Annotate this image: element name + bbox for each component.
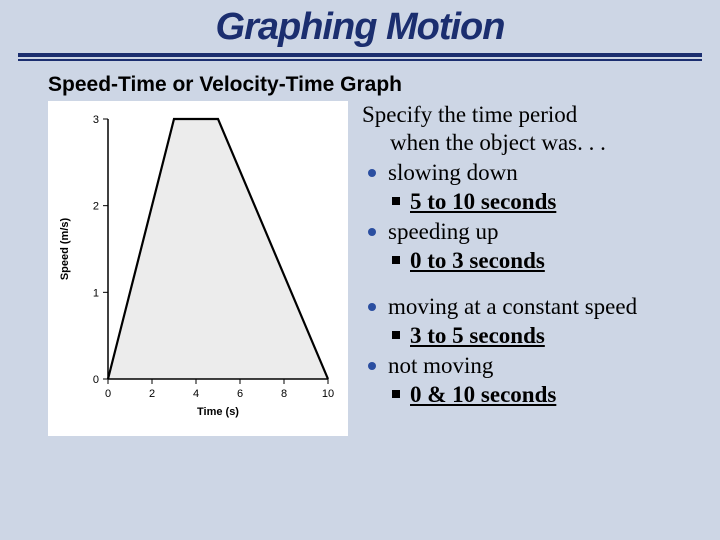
bullet-label: moving at a constant speed	[388, 294, 637, 319]
svg-text:0: 0	[105, 388, 111, 400]
answer-item: 3 to 5 seconds	[388, 322, 702, 350]
svg-text:2: 2	[93, 201, 99, 213]
bullet-group-2: moving at a constant speed 3 to 5 second…	[362, 293, 702, 409]
svg-text:2: 2	[149, 388, 155, 400]
bullet-group-1: slowing down 5 to 10 seconds speeding up…	[362, 159, 702, 275]
answer-list: 3 to 5 seconds	[388, 322, 702, 350]
svg-text:10: 10	[322, 388, 334, 400]
lead-line-1: Specify the time period	[362, 102, 577, 127]
svg-text:0: 0	[93, 374, 99, 386]
chart-svg: 0 2 4 6 8 10 0 1 2 3 Time (s) Speed (m/s)	[48, 101, 348, 431]
slide-title: Graphing Motion	[0, 0, 720, 49]
bullet-item: moving at a constant speed 3 to 5 second…	[362, 293, 702, 350]
bullet-label: speeding up	[388, 219, 499, 244]
content-row: 0 2 4 6 8 10 0 1 2 3 Time (s) Speed (m/s) Specify t…	[0, 101, 720, 436]
speed-time-chart: 0 2 4 6 8 10 0 1 2 3 Time (s) Speed (m/s)	[48, 101, 348, 436]
title-rule-thin	[18, 59, 702, 61]
slide: Graphing Motion Speed-Time or Velocity-T…	[0, 0, 720, 540]
bullet-label: not moving	[388, 353, 493, 378]
answer-list: 5 to 10 seconds	[388, 188, 702, 216]
bullet-label: slowing down	[388, 160, 518, 185]
slide-subtitle: Speed-Time or Velocity-Time Graph	[48, 73, 720, 97]
bullet-item: not moving 0 & 10 seconds	[362, 352, 702, 409]
answer-list: 0 to 3 seconds	[388, 247, 702, 275]
svg-text:3: 3	[93, 114, 99, 126]
svg-text:Speed (m/s): Speed (m/s)	[59, 217, 71, 280]
bullet-text-block: Specify the time period when the object …	[348, 101, 702, 427]
bullet-item: speeding up 0 to 3 seconds	[362, 218, 702, 275]
bullet-item: slowing down 5 to 10 seconds	[362, 159, 702, 216]
answer-item: 5 to 10 seconds	[388, 188, 702, 216]
svg-text:6: 6	[237, 388, 243, 400]
answer-list: 0 & 10 seconds	[388, 381, 702, 409]
svg-text:1: 1	[93, 287, 99, 299]
answer-item: 0 to 3 seconds	[388, 247, 702, 275]
answer-item: 0 & 10 seconds	[388, 381, 702, 409]
svg-text:8: 8	[281, 388, 287, 400]
svg-text:Time (s): Time (s)	[197, 406, 239, 418]
lead-text: Specify the time period when the object …	[362, 101, 702, 157]
svg-text:4: 4	[193, 388, 199, 400]
lead-line-2: when the object was. . .	[362, 129, 702, 157]
title-rule-thick	[18, 53, 702, 57]
